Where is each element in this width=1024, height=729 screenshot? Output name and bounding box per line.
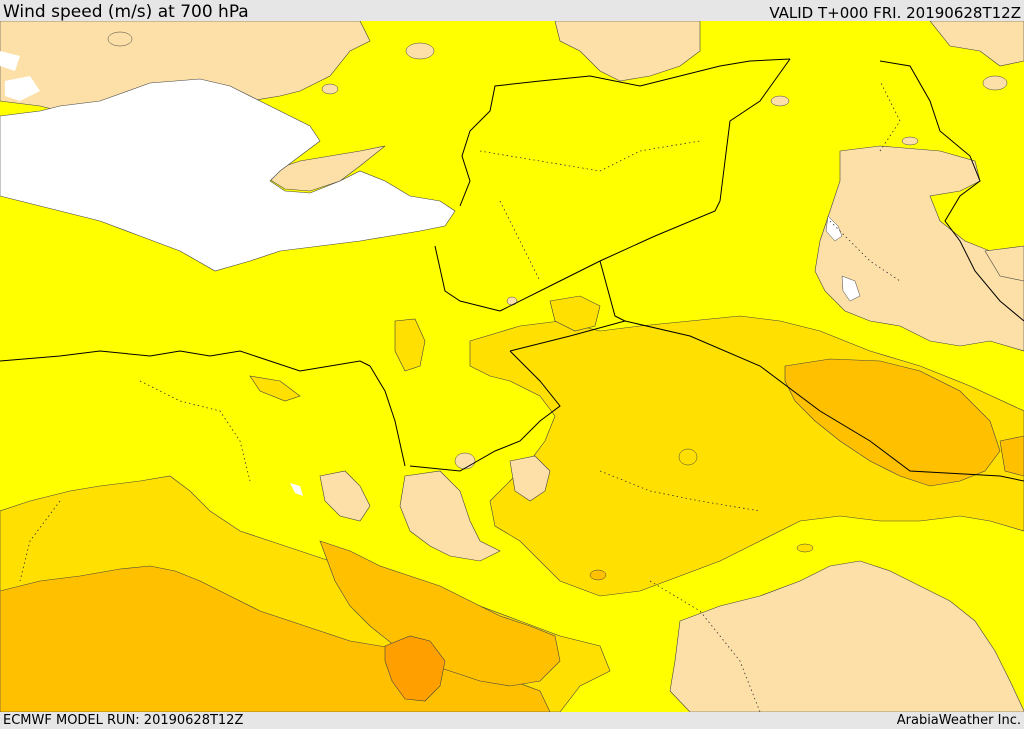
light-zone-ne bbox=[929, 21, 1024, 67]
light-speck bbox=[454, 452, 476, 470]
province-borders bbox=[19, 80, 901, 712]
gulf-of-suez bbox=[290, 483, 303, 496]
province-line bbox=[879, 80, 901, 152]
amber-zone-east bbox=[784, 358, 1001, 487]
province-line bbox=[599, 470, 761, 512]
aegean-island bbox=[5, 76, 40, 101]
credit-label: ArabiaWeather Inc. bbox=[896, 713, 1021, 728]
light-speck bbox=[589, 569, 607, 581]
light-zone-patch bbox=[319, 470, 371, 522]
border-turkey-syria bbox=[459, 58, 791, 207]
gold-pocket bbox=[249, 375, 301, 402]
orange-zone-core bbox=[384, 635, 446, 702]
border-iraq-saudi bbox=[624, 320, 1024, 482]
province-line bbox=[19, 500, 61, 582]
valid-time: VALID T+000 FRI. 20190628T12Z bbox=[769, 4, 1021, 22]
border-syria-iraq bbox=[499, 58, 791, 312]
province-line bbox=[649, 580, 761, 712]
border-syria-jordan bbox=[434, 245, 501, 312]
province-line bbox=[499, 200, 541, 282]
lake bbox=[825, 215, 843, 242]
light-speck bbox=[405, 42, 435, 60]
light-zone-patch bbox=[509, 455, 551, 502]
mediterranean-sea bbox=[0, 78, 456, 272]
border-iraq-iran bbox=[879, 60, 1024, 322]
country-borders bbox=[0, 58, 1024, 482]
aegean-island bbox=[0, 51, 20, 71]
light-speck bbox=[770, 95, 790, 107]
amber-zone-red-sea bbox=[319, 540, 561, 687]
light-speck bbox=[321, 83, 339, 95]
light-zone-saudi-south bbox=[669, 560, 1024, 712]
province-line bbox=[479, 140, 701, 172]
light-zone-cyprus bbox=[269, 145, 386, 192]
border-coastline bbox=[0, 350, 371, 372]
lake bbox=[841, 275, 861, 302]
header-bar: Wind speed (m/s) at 700 hPa VALID T+000 … bbox=[0, 0, 1024, 22]
model-run-label: ECMWF MODEL RUN: 20190628T12Z bbox=[3, 713, 244, 728]
light-speck bbox=[107, 31, 133, 47]
light-speck bbox=[678, 448, 698, 466]
light-speck bbox=[982, 75, 1008, 91]
province-line bbox=[829, 220, 901, 282]
map-title: Wind speed (m/s) at 700 hPa bbox=[3, 2, 249, 22]
wind-speed-map bbox=[0, 21, 1024, 712]
province-line bbox=[139, 380, 251, 482]
gold-pocket bbox=[394, 318, 426, 372]
amber-zone-east-edge bbox=[999, 435, 1024, 477]
light-zone-turkey-east bbox=[554, 21, 701, 82]
border-egypt-israel bbox=[369, 365, 406, 467]
map-canvas bbox=[0, 21, 1024, 712]
light-speck bbox=[796, 543, 814, 553]
gold-pocket bbox=[549, 295, 601, 332]
border-jordan-saudi bbox=[409, 350, 561, 472]
light-zone-sinai bbox=[399, 470, 501, 562]
footer-bar: ECMWF MODEL RUN: 20190628T12Z ArabiaWeat… bbox=[0, 712, 1024, 729]
light-speck bbox=[901, 136, 919, 146]
light-zone-east-pocket bbox=[984, 245, 1024, 282]
